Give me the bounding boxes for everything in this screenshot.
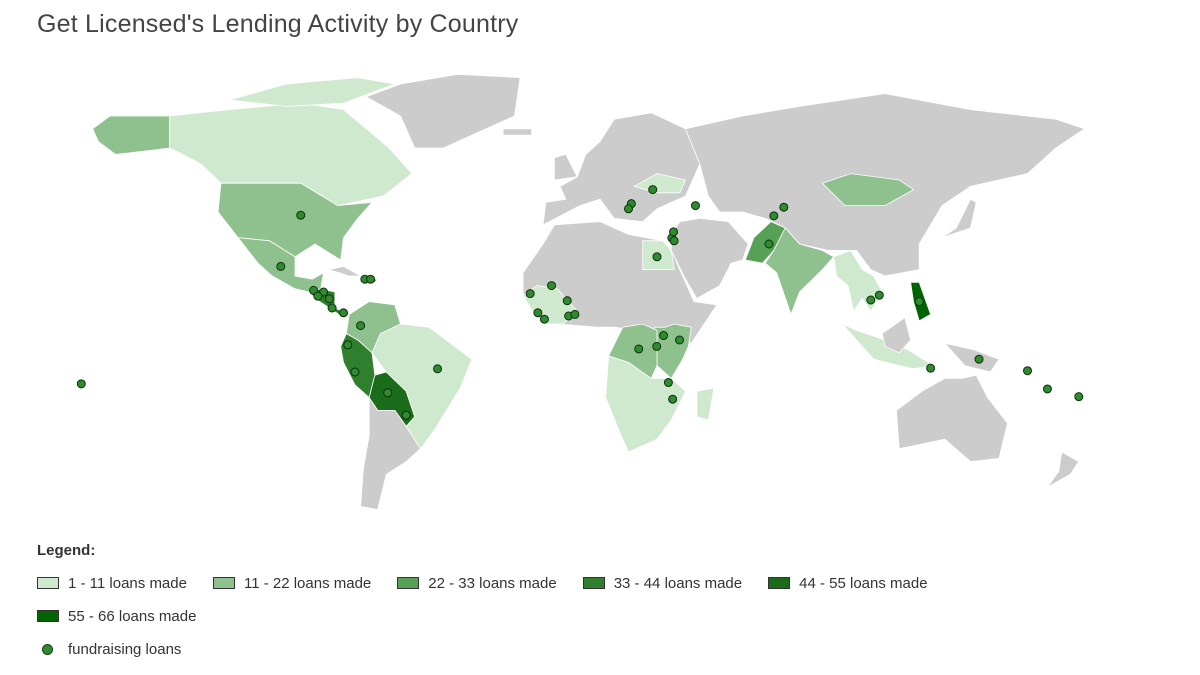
country-europe[interactable] (542, 112, 701, 226)
legend-item-tier6: 55 - 66 loans made (37, 608, 196, 625)
legend-label-tier4: 33 - 44 loans made (613, 574, 743, 592)
fundraising-marker[interactable]: Ecuador (343, 340, 353, 350)
legend-swatch-tier2 (212, 577, 235, 589)
fundraising-marker[interactable]: Colombia (356, 321, 366, 331)
fundraising-marker[interactable]: Tajikistan (769, 211, 779, 221)
country-australia[interactable] (895, 374, 1008, 463)
fundraising-marker[interactable]: Cambodia (866, 295, 876, 305)
fundraising-marker[interactable]: Mozambique (668, 394, 678, 404)
country-middle-east[interactable] (670, 217, 749, 299)
fundraising-marker[interactable]: Congo (DRC) (634, 344, 644, 354)
fundraising-marker[interactable]: Lebanon (669, 227, 679, 237)
fundraising-marker[interactable]: Solomon Islands (1023, 366, 1032, 376)
fundraising-marker[interactable]: United States (296, 210, 306, 220)
country-madagascar[interactable] (696, 387, 715, 421)
country-arctic-islands[interactable] (229, 77, 397, 107)
country-southern-cone[interactable] (360, 396, 421, 511)
fundraising-marker[interactable]: Vietnam (874, 290, 884, 300)
country-new-zealand[interactable] (1047, 451, 1080, 488)
country-mongolia[interactable] (821, 173, 915, 207)
fundraising-marker[interactable]: Bolivia (383, 388, 393, 398)
legend-item-tier5: 44 - 55 loans made (768, 574, 928, 592)
legend-swatch-tier4 (582, 577, 605, 589)
legend-row-1: 1 - 11 loans made 11 - 22 loans made 22 … (37, 573, 1137, 593)
fundraising-marker[interactable]: Jordan (669, 236, 679, 246)
legend-swatch-tier3 (397, 577, 420, 589)
fundraising-marker[interactable]: Nicaragua (324, 294, 334, 304)
legend-item-fundraising: fundraising loans (37, 641, 181, 658)
legend-label-fundraising: fundraising loans (68, 640, 182, 658)
legend-swatch-tier1 (37, 577, 59, 589)
fundraising-dot-icon (42, 643, 53, 655)
fundraising-markers: United StatesMexicoGuatemalaHondurasEl S… (76, 185, 1084, 420)
legend-item-tier2: 11 - 22 loans made (212, 574, 372, 592)
legend-label-tier2: 11 - 22 loans made (243, 574, 372, 592)
fundraising-marker[interactable]: Togo (570, 309, 580, 319)
fundraising-marker[interactable]: Moldova (648, 185, 658, 195)
page-title: Get Licensed's Lending Activity by Count… (37, 10, 519, 38)
legend-row-2: 55 - 66 loans made (37, 606, 1137, 626)
fundraising-marker[interactable]: Malawi (663, 378, 673, 388)
fundraising-marker[interactable]: Egypt (652, 252, 662, 262)
fundraising-marker[interactable]: Samoa (76, 379, 86, 389)
fundraising-marker[interactable]: Peru (350, 367, 360, 377)
fundraising-marker[interactable]: Pakistan (764, 239, 774, 249)
legend-row-3: fundraising loans (37, 639, 1137, 659)
legend-swatch-tier5 (768, 577, 791, 589)
country-borneo-png[interactable] (881, 316, 912, 354)
legend-label-tier1: 1 - 11 loans made (68, 574, 187, 592)
legend-label-tier3: 22 - 33 loans made (428, 574, 557, 592)
fundraising-marker[interactable]: Liberia (539, 314, 549, 324)
fundraising-marker[interactable]: Mali (547, 281, 557, 291)
fundraising-marker[interactable]: Indonesia (Timor) (926, 363, 936, 373)
world-map[interactable]: United StatesMexicoGuatemalaHondurasEl S… (0, 50, 1200, 540)
fundraising-marker[interactable]: Vanuatu (1042, 384, 1052, 394)
country-iceland[interactable] (502, 128, 532, 136)
country-uk[interactable] (554, 153, 578, 181)
country-cuba[interactable] (327, 265, 363, 277)
fundraising-marker[interactable]: Brazil (433, 364, 443, 374)
fundraising-marker[interactable]: Panama (339, 308, 348, 318)
legend-label-tier6: 55 - 66 loans made (68, 607, 197, 625)
fundraising-marker[interactable]: Rwanda (652, 341, 662, 351)
legend: Legend: 1 - 11 loans made 11 - 22 loans … (37, 542, 1137, 672)
country-greenland[interactable] (365, 73, 521, 149)
legend-item-tier4: 33 - 44 loans made (582, 574, 743, 592)
legend-swatch-tier6 (37, 610, 59, 622)
fundraising-marker[interactable]: Philippines (914, 297, 924, 307)
fundraising-marker[interactable]: Sierra Leone (533, 308, 543, 318)
fundraising-marker[interactable]: El Salvador (313, 291, 323, 301)
fundraising-marker[interactable]: Dominican Republic (366, 274, 376, 284)
fundraising-marker[interactable]: Albania (624, 204, 633, 214)
fundraising-marker[interactable]: Burkina Faso (562, 296, 572, 306)
fundraising-marker[interactable]: Mexico (276, 261, 286, 271)
fundraising-marker[interactable]: Fiji (1074, 392, 1084, 402)
legend-heading: Legend: (37, 542, 96, 559)
fundraising-marker[interactable]: Kenya (675, 335, 685, 345)
fundraising-marker[interactable]: Paraguay (401, 410, 411, 420)
country-papua[interactable] (943, 342, 1000, 373)
fundraising-marker[interactable]: Kyrgyzstan (779, 202, 789, 212)
legend-item-tier1: 1 - 11 loans made (37, 575, 187, 592)
legend-label-tier5: 44 - 55 loans made (799, 574, 928, 592)
country-alaska[interactable] (92, 115, 171, 155)
fundraising-marker[interactable]: Uganda (659, 331, 669, 341)
fundraising-marker[interactable]: Georgia (690, 201, 700, 211)
fundraising-marker[interactable]: Senegal (525, 289, 535, 299)
country-japan[interactable] (941, 198, 977, 238)
fundraising-marker[interactable]: Papua New Guinea (974, 354, 984, 364)
fundraising-marker[interactable]: Costa Rica (327, 303, 337, 313)
country-east-africa[interactable] (653, 323, 692, 380)
landmasses (92, 73, 1086, 511)
legend-item-tier3: 22 - 33 loans made (397, 574, 557, 592)
